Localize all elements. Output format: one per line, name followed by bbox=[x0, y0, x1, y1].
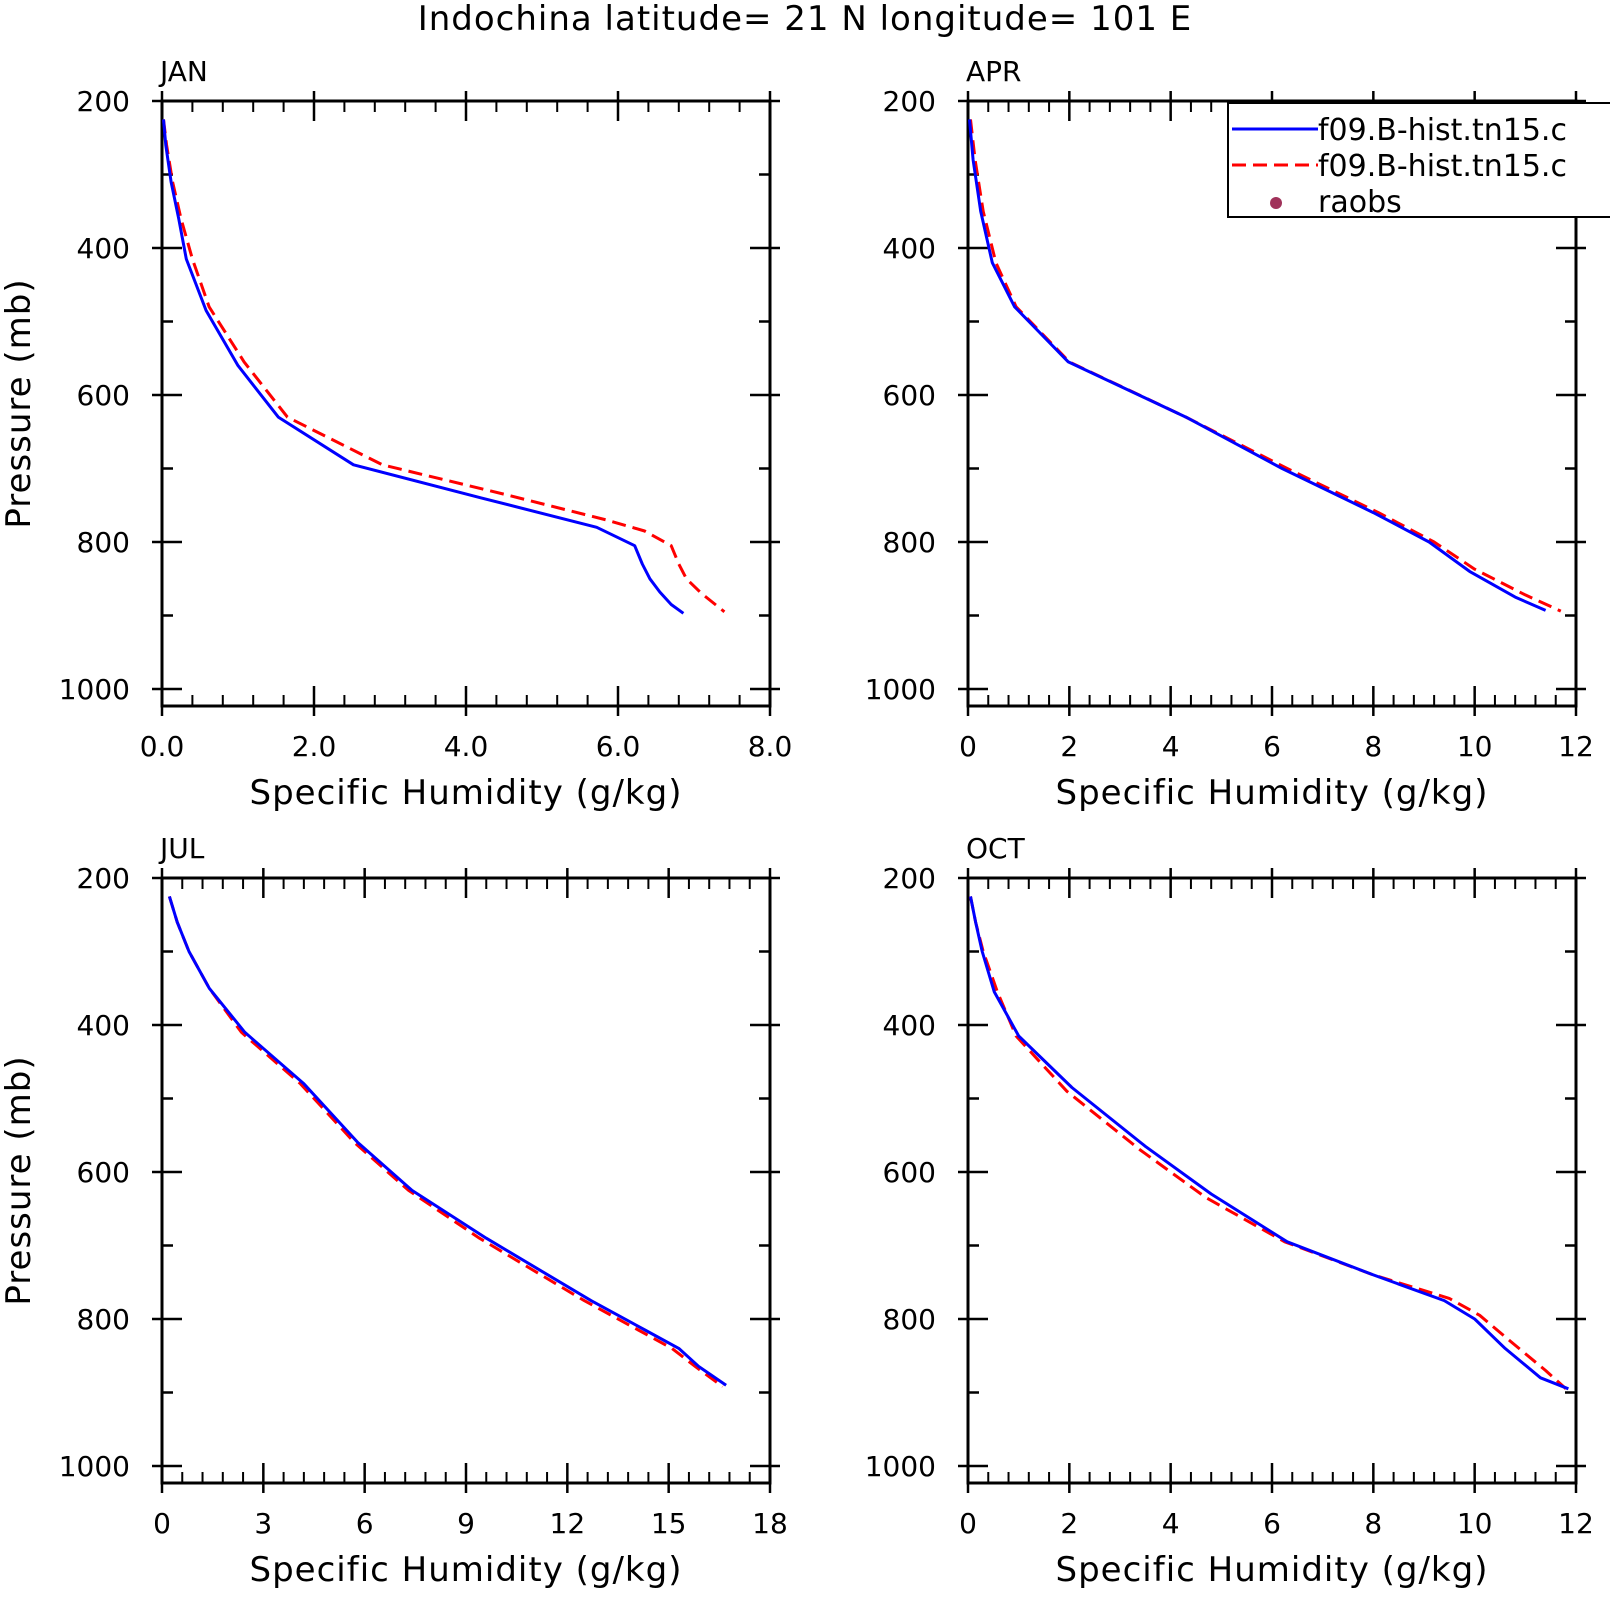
x-tick-label: 15 bbox=[651, 1507, 687, 1540]
x-tick-label: 4 bbox=[1162, 730, 1180, 763]
x-axis-title: Specific Humidity (g/kg) bbox=[250, 1550, 683, 1590]
x-tick-label: 8 bbox=[1364, 730, 1382, 763]
y-tick-label: 600 bbox=[883, 379, 936, 412]
x-tick-label: 9 bbox=[457, 1507, 475, 1540]
series-line-dashed bbox=[167, 895, 724, 1388]
legend-marker-2 bbox=[1270, 197, 1282, 209]
legend-label-1: f09.B-hist.tn15.c bbox=[1318, 149, 1567, 184]
y-tick-label: 800 bbox=[883, 526, 936, 559]
x-tick-label: 2.0 bbox=[292, 730, 337, 763]
series-line-solid bbox=[162, 119, 685, 615]
x-axis-title: Specific Humidity (g/kg) bbox=[1056, 1550, 1489, 1590]
x-tick-label: 18 bbox=[752, 1507, 788, 1540]
x-tick-label: 6 bbox=[1263, 1507, 1281, 1540]
y-tick-label: 600 bbox=[77, 379, 130, 412]
y-axis-title: Pressure (mb) bbox=[0, 1055, 39, 1305]
y-tick-label: 1000 bbox=[865, 1450, 936, 1483]
x-tick-label: 3 bbox=[254, 1507, 272, 1540]
y-tick-label: 600 bbox=[77, 1156, 130, 1189]
y-tick-label: 400 bbox=[77, 1009, 130, 1042]
figure-title: Indochina latitude= 21 N longitude= 101 … bbox=[418, 0, 1193, 39]
legend-label-2: raobs bbox=[1318, 185, 1402, 220]
x-tick-label: 12 bbox=[1558, 1507, 1594, 1540]
y-tick-label: 1000 bbox=[59, 1450, 130, 1483]
x-tick-label: 0 bbox=[959, 730, 977, 763]
panel-label: APR bbox=[966, 55, 1022, 88]
y-tick-label: 200 bbox=[77, 862, 130, 895]
y-tick-label: 600 bbox=[883, 1156, 936, 1189]
series-line-solid bbox=[969, 896, 1569, 1391]
x-tick-label: 6 bbox=[1263, 730, 1281, 763]
x-tick-label: 4.0 bbox=[444, 730, 489, 763]
x-axis-title: Specific Humidity (g/kg) bbox=[250, 773, 683, 813]
series-line-solid bbox=[167, 895, 727, 1387]
y-tick-label: 200 bbox=[77, 85, 130, 118]
y-tick-label: 1000 bbox=[59, 673, 130, 706]
legend-box bbox=[1227, 102, 1610, 218]
panel-label: JAN bbox=[158, 55, 208, 88]
x-tick-label: 8 bbox=[1364, 1507, 1382, 1540]
plot-frame bbox=[966, 876, 1578, 1485]
panel-label: JUL bbox=[158, 832, 205, 865]
y-tick-label: 400 bbox=[883, 232, 936, 265]
y-tick-label: 200 bbox=[883, 85, 936, 118]
x-tick-label: 0.0 bbox=[140, 730, 185, 763]
panel-jan: 200 400 600 800 1000 0.0 2.0 4.0 6.0 8.0 JAN Specif… bbox=[0, 55, 792, 813]
y-tick-label: 800 bbox=[883, 1303, 936, 1336]
y-tick-label: 800 bbox=[77, 526, 130, 559]
x-tick-label: 4 bbox=[1162, 1507, 1180, 1540]
x-tick-label: 2 bbox=[1060, 1507, 1078, 1540]
panel-label: OCT bbox=[966, 832, 1026, 865]
x-tick-label: 6.0 bbox=[596, 730, 641, 763]
y-axis-title: Pressure (mb) bbox=[0, 278, 39, 528]
x-tick-label: 2 bbox=[1060, 730, 1078, 763]
x-tick-label: 0 bbox=[959, 1507, 977, 1540]
x-tick-label: 6 bbox=[356, 1507, 374, 1540]
plot-frame bbox=[160, 876, 772, 1485]
legend-label-0: f09.B-hist.tn15.c bbox=[1318, 113, 1567, 148]
panel-oct: 200 400 600 800 1000 0 2 4 6 8 10 12 OCT Specific Hum… bbox=[865, 832, 1594, 1590]
y-tick-label: 400 bbox=[77, 232, 130, 265]
x-axis-title: Specific Humidity (g/kg) bbox=[1056, 773, 1489, 813]
x-tick-label: 8.0 bbox=[748, 730, 793, 763]
series-line-dashed bbox=[969, 896, 1567, 1390]
x-tick-label: 10 bbox=[1457, 730, 1493, 763]
y-tick-label: 1000 bbox=[865, 673, 936, 706]
series-line-dashed bbox=[162, 119, 726, 613]
y-tick-label: 800 bbox=[77, 1303, 130, 1336]
y-tick-label: 400 bbox=[883, 1009, 936, 1042]
panel-jul: 200 400 600 800 1000 0 3 6 9 12 15 18 JUL Specific Hu… bbox=[0, 832, 788, 1590]
x-tick-label: 12 bbox=[1558, 730, 1594, 763]
x-tick-label: 12 bbox=[550, 1507, 586, 1540]
x-tick-label: 0 bbox=[153, 1507, 171, 1540]
y-tick-label: 200 bbox=[883, 862, 936, 895]
series-line-solid bbox=[968, 119, 1547, 612]
x-tick-label: 10 bbox=[1457, 1507, 1493, 1540]
plot-frame bbox=[160, 99, 772, 708]
